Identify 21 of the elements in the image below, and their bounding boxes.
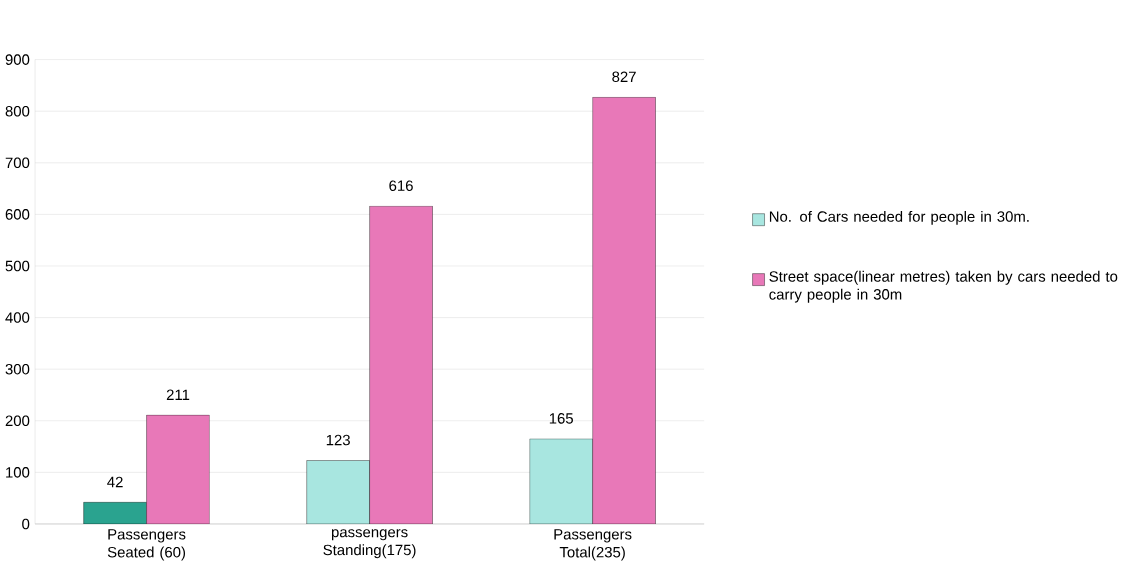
x-tick-label: Passengers Seated (60) — [107, 528, 186, 561]
x-tick-label: passengers Standing(175) — [323, 528, 416, 558]
data-label: 616 — [389, 180, 413, 191]
data-label: 42 — [107, 476, 123, 487]
y-tick-label: 600 — [5, 208, 30, 220]
data-label: 827 — [612, 71, 636, 82]
legend-label: No. of Cars needed for people in 30m. — [769, 210, 1029, 225]
y-tick-label: 0 — [22, 518, 30, 530]
data-label: 165 — [549, 412, 573, 424]
y-tick-label: 200 — [5, 415, 30, 426]
y-tick-label: 100 — [6, 466, 30, 478]
y-tick-label: 800 — [5, 105, 30, 117]
legend-label: Street space(linear metres) taken by cars needed to carry people in 30m — [769, 270, 1118, 303]
y-tick-label: 400 — [5, 312, 30, 323]
data-label: 211 — [166, 389, 190, 400]
y-tick-label: 300 — [5, 363, 30, 375]
data-label: 123 — [326, 434, 350, 446]
x-tick-label: Passengers Total(235) — [554, 528, 632, 561]
y-tick-label: 500 — [5, 260, 30, 272]
y-tick-label: 900 — [5, 54, 30, 65]
y-tick-label: 700 — [5, 157, 30, 168]
